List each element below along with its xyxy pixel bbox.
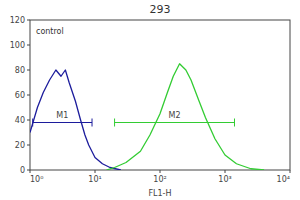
series-line — [30, 70, 121, 170]
x-tick-label: 10³ — [218, 175, 231, 184]
x-tick-label: 10⁴ — [277, 175, 290, 184]
y-tick-label: 80 — [15, 66, 25, 75]
y-tick-label: 20 — [15, 141, 25, 150]
y-tick — [27, 145, 30, 146]
x-tick — [95, 170, 96, 173]
annotation: control — [36, 27, 64, 36]
y-tick — [27, 70, 30, 71]
gate-label: M2 — [169, 111, 181, 120]
gate-label: M1 — [56, 111, 68, 120]
x-tick — [160, 170, 161, 173]
x-tick-label: 10⁰ — [30, 175, 43, 184]
x-tick — [30, 170, 31, 173]
y-tick-label: 40 — [15, 116, 25, 125]
x-tick-label: 10¹ — [88, 175, 101, 184]
x-tick-label: 10² — [153, 175, 166, 184]
chart: 293 0 20 40 60 80 100 120 10⁰ 10¹ 10² 10³ 10⁴ FL1-H M1… — [0, 0, 300, 200]
y-tick — [27, 45, 30, 46]
y-tick-label: 120 — [10, 16, 25, 25]
gate-end — [32, 119, 33, 127]
y-tick-label: 0 — [20, 166, 25, 175]
gate-end — [92, 119, 93, 127]
gate-bar — [115, 122, 235, 123]
x-tick — [290, 170, 291, 173]
gate-end — [234, 119, 235, 127]
title: 293 — [150, 3, 171, 16]
gate-end — [114, 119, 115, 127]
y-tick — [27, 95, 30, 96]
x-tick — [225, 170, 226, 173]
series-line — [106, 64, 264, 170]
plot-marks — [30, 64, 264, 170]
x-axis-label: FL1-H — [148, 189, 171, 198]
y-tick-label: 100 — [10, 41, 25, 50]
gate-bar — [33, 122, 92, 123]
y-tick — [27, 120, 30, 121]
y-tick-label: 60 — [15, 91, 25, 100]
plot-frame — [30, 20, 290, 170]
y-tick — [27, 20, 30, 21]
